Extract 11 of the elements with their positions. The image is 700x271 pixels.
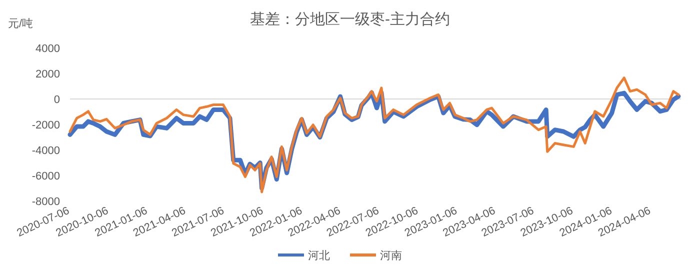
y-tick-label: -8000 [32, 196, 60, 208]
y-axis-title: 元/吨 [8, 17, 34, 30]
y-tick-label: -4000 [32, 145, 60, 157]
y-tick-label: 0 [54, 94, 60, 106]
chart-title: 基差：分地区一级枣-主力合约 [250, 11, 450, 28]
y-tick-label: 4000 [36, 43, 60, 55]
legend-label: 河南 [380, 249, 402, 262]
legend-label: 河北 [308, 249, 330, 262]
y-tick-label: -6000 [32, 170, 60, 182]
y-tick-label: -2000 [32, 120, 60, 132]
y-tick-label: 2000 [36, 68, 60, 80]
